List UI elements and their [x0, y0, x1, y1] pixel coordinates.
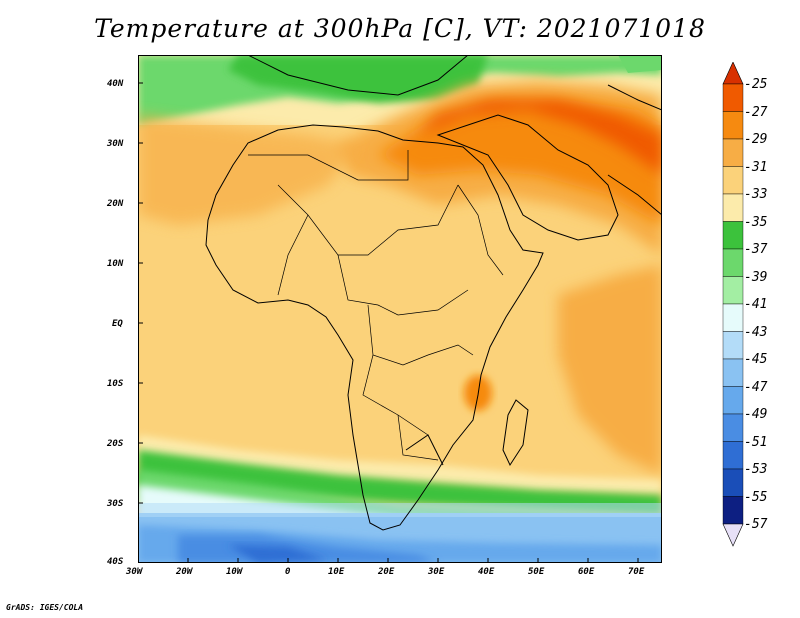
lat-label-10n: 10N	[107, 259, 124, 269]
lon-label-70e: 70E	[628, 567, 645, 577]
lat-label-40n: 40N	[107, 79, 124, 89]
colorbar-segment	[722, 166, 744, 195]
colorbar-label: -33	[744, 187, 768, 202]
colorbar-segment	[722, 386, 744, 415]
lat-label-20n: 20N	[107, 199, 124, 209]
lon-label-30w: 30W	[126, 567, 143, 577]
colorbar-label: -57	[744, 517, 768, 532]
lat-label-40s: 40S	[107, 557, 124, 567]
colorbar-label: -49	[744, 407, 768, 422]
coastlines	[205, 55, 662, 531]
colorbar-segments	[722, 62, 744, 547]
colorbar-segment	[722, 358, 744, 387]
lat-label-30s: 30S	[107, 499, 124, 509]
colorbar-label: -29	[744, 132, 768, 147]
colorbar-segment	[722, 83, 744, 112]
map-title: Temperature at 300hPa [C], VT: 202107101…	[94, 14, 706, 43]
lon-label-10e: 10E	[328, 567, 345, 577]
map-border	[138, 55, 662, 563]
lon-label-0: 0	[285, 567, 291, 577]
colorbar-segment	[722, 62, 744, 85]
lon-label-20e: 20E	[378, 567, 395, 577]
colorbar-label: -55	[744, 489, 768, 505]
shaded-contours	[138, 55, 662, 563]
colorbar-label: -39	[744, 269, 768, 285]
colorbar-segment	[722, 441, 744, 470]
colorbar-label: -25	[744, 77, 768, 92]
grads-credit: GrADS: IGES/COLA	[6, 603, 84, 612]
colorbar-label: -37	[744, 242, 768, 257]
colorbar-segment	[722, 331, 744, 360]
colorbar-label: -51	[744, 434, 768, 450]
colorbar-segment	[722, 193, 744, 222]
lat-label-eq: EQ	[112, 319, 123, 329]
colorbar-label: -47	[744, 379, 768, 395]
map-panel	[138, 55, 662, 563]
colorbar-segment	[722, 138, 744, 167]
colorbar-segment	[722, 468, 744, 497]
colorbar-label: -35	[744, 214, 768, 230]
lon-label-30e: 30E	[428, 567, 445, 577]
colorbar-segment	[722, 303, 744, 332]
colorbar-label: -53	[744, 462, 768, 477]
lat-label-10s: 10S	[107, 379, 124, 389]
colorbar-label: -45	[744, 352, 768, 367]
colorbar-segment	[722, 276, 744, 305]
colorbar-label: -41	[744, 297, 768, 312]
colorbar-segment	[722, 523, 744, 547]
lat-label-20s: 20S	[107, 439, 124, 449]
colorbar	[722, 62, 744, 547]
country-borders	[248, 150, 504, 461]
colorbar-segment	[722, 496, 744, 525]
temperature-field-map	[138, 55, 662, 563]
colorbar-segment	[722, 413, 744, 442]
lon-label-50e: 50E	[528, 567, 545, 577]
colorbar-label: -31	[744, 159, 768, 175]
colorbar-label: -43	[744, 324, 768, 340]
lat-label-30n: 30N	[107, 139, 124, 149]
lon-label-60e: 60E	[578, 567, 595, 577]
colorbar-segment	[722, 221, 744, 250]
colorbar-label: -27	[744, 104, 768, 120]
colorbar-segment	[722, 111, 744, 140]
lon-label-20w: 20W	[176, 567, 193, 577]
lon-label-40e: 40E	[478, 567, 495, 577]
colorbar-segment	[722, 248, 744, 277]
lon-label-10w: 10W	[226, 567, 243, 577]
